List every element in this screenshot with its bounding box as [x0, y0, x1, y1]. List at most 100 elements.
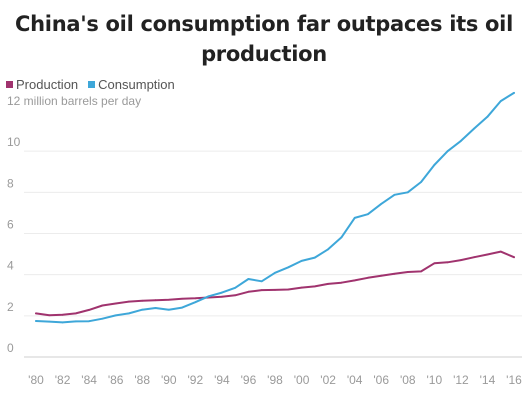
data-point-production-1996	[247, 290, 250, 293]
data-point-production-1995	[234, 294, 237, 297]
x-tick-label-1998: '98	[267, 373, 283, 387]
x-tick-label-1984: '84	[81, 373, 97, 387]
data-point-consumption-1999	[287, 266, 290, 269]
data-point-consumption-1990	[167, 308, 170, 311]
data-point-production-1998	[274, 288, 276, 291]
data-point-consumption-2006	[380, 202, 383, 205]
series-line-consumption	[35, 91, 515, 324]
data-point-production-1985	[101, 304, 104, 307]
data-point-production-1983	[74, 312, 77, 315]
x-tick-label-2006: '06	[373, 373, 389, 387]
data-point-production-2002	[327, 283, 330, 285]
data-point-production-1981	[48, 314, 51, 317]
data-point-consumption-1991	[181, 306, 183, 309]
data-point-consumption-2007	[393, 193, 396, 196]
legend-label-consumption: Consumption	[98, 77, 175, 92]
y-tick-label-0: 0	[7, 341, 14, 355]
data-point-production-1987	[128, 300, 130, 303]
data-point-consumption-2016	[513, 92, 515, 94]
data-point-consumption-2002	[327, 248, 330, 251]
x-tick-label-1994: '94	[214, 373, 230, 387]
x-tick-label-2000: '00	[294, 373, 310, 387]
data-point-production-2011	[446, 261, 449, 264]
legend-item-production: Production	[6, 77, 78, 92]
data-point-production-2005	[367, 276, 369, 279]
data-point-consumption-1982	[61, 321, 64, 324]
x-tick-label-1982: '82	[55, 373, 71, 387]
data-point-consumption-2001	[313, 256, 316, 259]
data-point-consumption-1996	[247, 278, 250, 280]
legend-swatch-consumption	[88, 81, 96, 88]
data-point-consumption-2009	[420, 181, 422, 183]
data-point-production-2008	[406, 271, 409, 273]
data-point-production-1984	[88, 308, 91, 311]
series-line-production	[35, 250, 515, 317]
x-tick-label-1990: '90	[161, 373, 177, 387]
y-tick-label-2: 2	[7, 300, 14, 314]
data-point-production-2009	[420, 270, 422, 273]
data-point-consumption-1980	[35, 320, 37, 322]
legend-label-production: Production	[16, 77, 79, 92]
legend-item-consumption: Consumption	[88, 77, 175, 92]
data-point-consumption-1985	[101, 317, 104, 320]
data-point-production-2015	[499, 250, 502, 253]
data-point-production-1997	[260, 289, 263, 292]
y-tick-label-10: 10	[7, 135, 21, 149]
data-point-consumption-1986	[114, 314, 117, 317]
data-point-consumption-1983	[74, 320, 77, 323]
x-tick-label-2010: '10	[427, 373, 443, 387]
data-point-production-2003	[340, 281, 343, 284]
data-point-consumption-2015	[499, 100, 502, 103]
x-tick-label-2002: '02	[320, 373, 336, 387]
data-point-consumption-1998	[274, 271, 276, 274]
data-point-production-2000	[300, 286, 303, 289]
data-point-production-1980	[35, 312, 37, 315]
x-tick-label-1992: '92	[188, 373, 204, 387]
data-point-consumption-2004	[353, 216, 356, 219]
x-tick-label-2008: '08	[400, 373, 416, 387]
data-point-consumption-1995	[234, 286, 237, 289]
data-point-consumption-1987	[128, 312, 130, 315]
data-point-production-2007	[393, 272, 396, 275]
data-point-production-1986	[114, 302, 117, 305]
data-point-consumption-2005	[367, 213, 369, 216]
x-tick-label-1980: '80	[28, 373, 44, 387]
data-point-production-1989	[154, 299, 157, 302]
data-point-production-2016	[513, 256, 515, 259]
data-point-consumption-2014	[486, 115, 489, 118]
data-point-production-1991	[181, 297, 183, 300]
y-axis-label: 12 million barrels per day	[7, 94, 141, 108]
data-point-production-2012	[459, 259, 462, 261]
legend: Production Consumption	[6, 77, 175, 92]
data-point-consumption-2012	[459, 139, 462, 142]
data-point-consumption-2010	[433, 164, 436, 166]
y-tick-label-4: 4	[7, 259, 14, 273]
data-point-consumption-1984	[88, 320, 91, 323]
data-point-production-1999	[287, 288, 290, 291]
data-point-production-1988	[141, 299, 144, 302]
x-tick-label-1986: '86	[108, 373, 124, 387]
x-tick-label-2004: '04	[347, 373, 363, 387]
data-point-consumption-1981	[48, 320, 51, 323]
data-point-consumption-1988	[141, 308, 144, 311]
x-tick-label-1988: '88	[134, 373, 150, 387]
y-tick-label-8: 8	[7, 176, 14, 190]
data-point-consumption-2013	[473, 127, 476, 130]
data-point-production-2014	[486, 253, 489, 256]
data-point-production-2004	[353, 279, 356, 282]
data-point-production-2010	[433, 262, 436, 265]
chart-title: China's oil consumption far outpaces its…	[15, 12, 513, 66]
data-point-consumption-2000	[300, 259, 303, 262]
x-tick-label-1996: '96	[241, 373, 257, 387]
data-point-production-2001	[313, 285, 316, 288]
data-point-production-1990	[167, 298, 170, 301]
data-point-consumption-1993	[207, 295, 210, 298]
data-point-consumption-2011	[446, 150, 449, 153]
data-point-production-1992	[194, 297, 197, 300]
data-point-production-2006	[380, 274, 383, 277]
data-point-consumption-2003	[340, 236, 343, 239]
data-point-production-2013	[473, 256, 476, 259]
data-point-consumption-1989	[154, 307, 157, 309]
data-point-consumption-1994	[220, 291, 223, 294]
